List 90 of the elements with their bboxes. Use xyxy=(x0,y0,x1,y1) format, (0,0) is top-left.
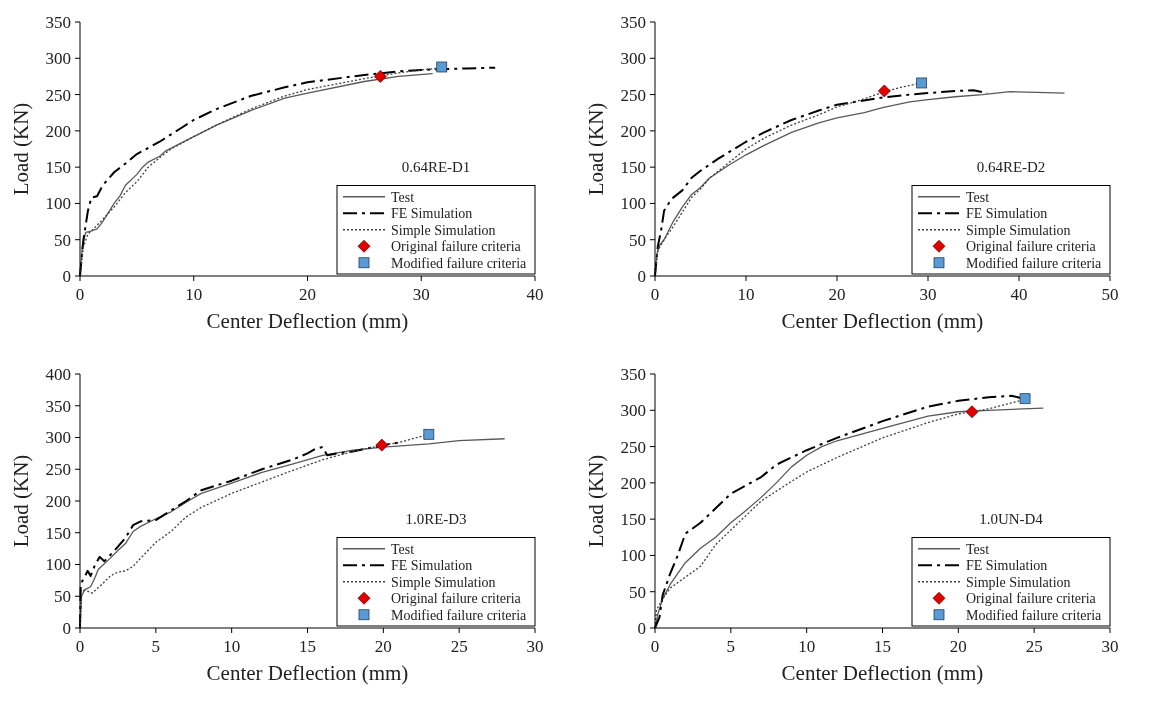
y-tick-label: 200 xyxy=(45,121,71,141)
legend-label: Simple Simulation xyxy=(391,574,496,590)
y-tick-label: 0 xyxy=(62,618,71,638)
x-tick-label: 40 xyxy=(1010,285,1028,304)
legend-label: Modified failure criteria xyxy=(391,607,528,623)
legend-label: Modified failure criteria xyxy=(966,607,1103,623)
y-tick-label: 400 xyxy=(45,364,71,384)
legend-label: Test xyxy=(966,541,990,557)
legend-label: Simple Simulation xyxy=(966,222,1071,238)
legend-label: Original failure criteria xyxy=(391,591,522,607)
y-tick-label: 350 xyxy=(620,364,646,384)
x-tick-label: 0 xyxy=(650,285,660,304)
y-tick-label: 200 xyxy=(620,121,646,141)
legend-label: Simple Simulation xyxy=(966,574,1071,590)
legend-label: FE Simulation xyxy=(391,206,473,222)
y-tick-label: 300 xyxy=(620,49,646,69)
x-tick-label: 10 xyxy=(223,637,241,656)
y-tick-label: 0 xyxy=(62,266,71,286)
y-tick-label: 0 xyxy=(637,266,646,286)
x-axis-title: Center Deflection (mm) xyxy=(206,309,409,333)
y-tick-label: 300 xyxy=(45,428,71,448)
y-tick-label: 50 xyxy=(629,230,646,250)
y-tick-label: 200 xyxy=(620,473,646,493)
x-tick-label: 20 xyxy=(299,285,316,304)
y-tick-label: 350 xyxy=(45,396,71,416)
y-tick-label: 250 xyxy=(620,437,646,457)
y-tick-label: 300 xyxy=(620,401,646,421)
y-tick-label: 150 xyxy=(620,158,646,178)
y-tick-label: 50 xyxy=(629,582,646,602)
x-tick-label: 25 xyxy=(1025,637,1043,656)
x-tick-label: 25 xyxy=(450,637,468,656)
y-tick-label: 250 xyxy=(45,85,71,105)
y-tick-label: 50 xyxy=(54,230,71,250)
x-tick-label: 5 xyxy=(151,637,161,656)
annotation: 0.64RE-D1 xyxy=(401,158,471,175)
legend-label: Original failure criteria xyxy=(966,591,1097,607)
x-tick-label: 15 xyxy=(874,637,891,656)
y-tick-label: 50 xyxy=(54,587,71,607)
legend-label: Modified failure criteria xyxy=(391,255,528,271)
x-axis-title: Center Deflection (mm) xyxy=(781,309,984,333)
legend-label: Modified failure criteria xyxy=(966,255,1103,271)
y-tick-label: 150 xyxy=(620,510,646,530)
y-tick-label: 100 xyxy=(620,194,646,214)
x-tick-label: 0 xyxy=(650,637,660,656)
y-tick-label: 350 xyxy=(620,12,646,32)
x-tick-label: 40 xyxy=(526,285,544,304)
x-tick-label: 20 xyxy=(374,637,392,656)
y-axis-title: Load (KN) xyxy=(9,454,33,548)
annotation: 0.64RE-D2 xyxy=(976,158,1046,175)
legend-label: Simple Simulation xyxy=(391,222,496,238)
y-tick-label: 100 xyxy=(620,546,646,566)
y-axis-title: Load (KN) xyxy=(9,102,33,196)
x-tick-label: 20 xyxy=(949,637,967,656)
y-tick-label: 250 xyxy=(620,85,646,105)
x-tick-label: 30 xyxy=(526,637,544,656)
annotation: 1.0RE-D3 xyxy=(405,510,467,527)
legend-label: FE Simulation xyxy=(966,206,1048,222)
x-tick-label: 10 xyxy=(798,637,816,656)
x-tick-label: 30 xyxy=(412,285,430,304)
legend-label: FE Simulation xyxy=(391,558,473,574)
legend-label: Test xyxy=(391,189,415,205)
x-tick-label: 50 xyxy=(1101,285,1119,304)
x-tick-label: 30 xyxy=(919,285,937,304)
x-tick-label: 0 xyxy=(75,285,85,304)
y-tick-label: 150 xyxy=(45,158,71,178)
y-tick-label: 100 xyxy=(45,555,71,575)
legend-label: Test xyxy=(391,541,415,557)
x-axis-title: Center Deflection (mm) xyxy=(206,661,409,685)
x-tick-label: 10 xyxy=(185,285,203,304)
x-tick-label: 5 xyxy=(726,637,736,656)
x-tick-label: 20 xyxy=(828,285,846,304)
y-tick-label: 150 xyxy=(45,523,71,543)
y-tick-label: 300 xyxy=(45,49,71,69)
legend-label: Original failure criteria xyxy=(391,239,522,255)
y-tick-label: 200 xyxy=(45,491,71,511)
y-axis-title: Load (KN) xyxy=(584,454,608,548)
y-axis-title: Load (KN) xyxy=(584,102,608,196)
legend-label: Original failure criteria xyxy=(966,239,1097,255)
y-tick-label: 0 xyxy=(637,618,646,638)
legend-label: Test xyxy=(966,189,990,205)
y-tick-label: 250 xyxy=(45,460,71,480)
x-axis-title: Center Deflection (mm) xyxy=(781,661,984,685)
x-tick-label: 10 xyxy=(737,285,755,304)
legend-label: FE Simulation xyxy=(966,558,1048,574)
x-tick-label: 15 xyxy=(299,637,316,656)
annotation: 1.0UN-D4 xyxy=(979,510,1044,527)
y-tick-label: 100 xyxy=(45,194,71,214)
x-tick-label: 0 xyxy=(75,637,85,656)
x-tick-label: 30 xyxy=(1101,637,1119,656)
y-tick-label: 350 xyxy=(45,12,71,32)
